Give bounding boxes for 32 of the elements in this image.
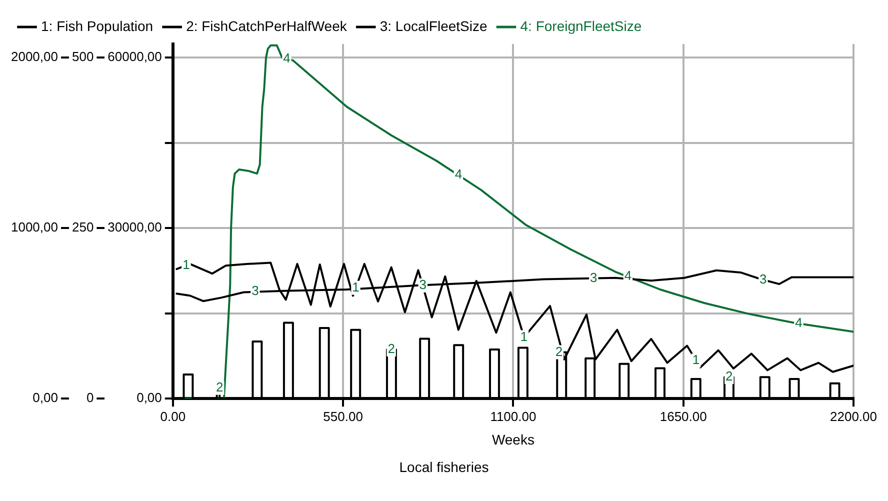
annotation: 4 (624, 268, 632, 284)
legend-label: 1: Fish Population (41, 18, 154, 34)
annotation: 2 (388, 341, 395, 356)
x-axis-title: Weeks (492, 431, 534, 448)
y2-tick-label: 0,00 (32, 390, 58, 406)
x-tick-label: 0.00 (160, 408, 186, 424)
annotation: 3 (252, 283, 259, 298)
annotation: 4 (283, 50, 290, 66)
annotation: 1 (352, 279, 360, 294)
y-tick-label: 60000,00 (108, 49, 162, 64)
annotation: 2 (726, 368, 733, 384)
annotation: 4 (795, 315, 802, 330)
annotation: 3 (590, 270, 598, 286)
x-tick-label: 2200.00 (830, 408, 878, 424)
legend-label: 3: LocalFleetSize (380, 18, 488, 34)
x-tick-label: 550.00 (323, 408, 363, 424)
legend-label: 2: FishCatchPerHalfWeek (186, 18, 348, 34)
y2-tick-label: 1000,00 (10, 220, 58, 235)
text: Local fisheries (398, 459, 490, 475)
annotation: 4 (454, 166, 462, 182)
y3-tick-label: 0 (86, 390, 94, 406)
annotation: 3 (419, 276, 426, 292)
annotation: 1 (182, 257, 190, 272)
y2-tick-label: 2000,00 (10, 49, 58, 64)
x-tick-label: 1100.00 (490, 408, 536, 424)
y3-tick-label: 500 (72, 49, 94, 64)
annotation: 1 (692, 352, 700, 368)
x-tick-label: 1650.00 (660, 408, 707, 424)
y3-tick-label: 250 (72, 220, 94, 235)
legend-label: 4: ForeignFleetSize (520, 18, 642, 34)
y-tick-label: 30000,00 (108, 220, 162, 235)
y-tick-label: 0,00 (136, 390, 162, 406)
